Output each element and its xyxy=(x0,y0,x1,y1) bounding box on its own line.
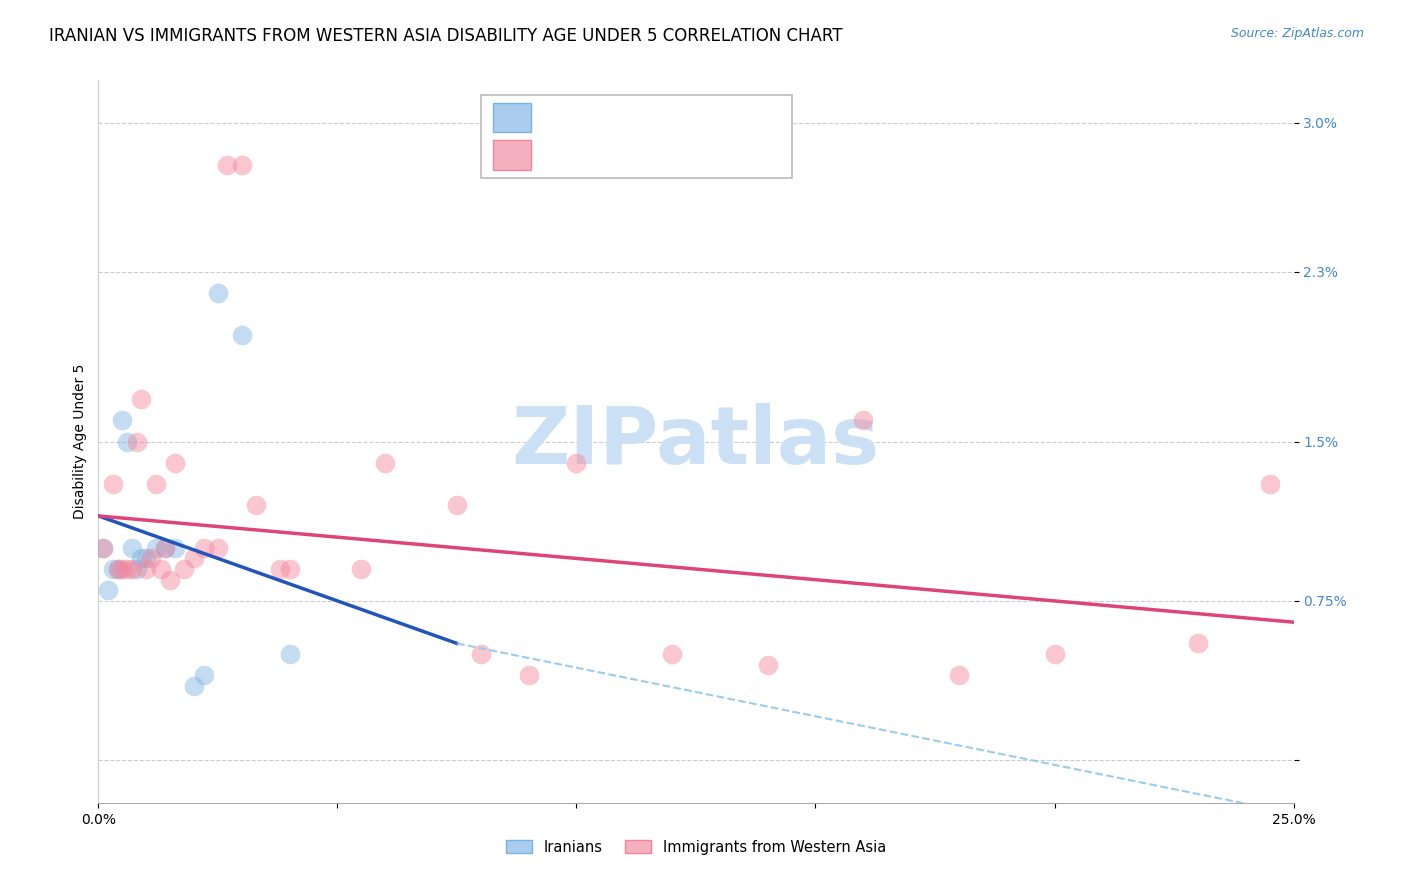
Point xyxy=(101,477,124,491)
Point xyxy=(107,562,129,576)
Point xyxy=(91,541,114,555)
Point xyxy=(183,679,205,693)
Point xyxy=(517,668,540,682)
Point xyxy=(231,158,253,172)
Point xyxy=(125,434,148,449)
Point xyxy=(97,583,120,598)
Point xyxy=(446,498,468,512)
Point xyxy=(470,647,492,661)
Point xyxy=(131,551,153,566)
Point xyxy=(131,392,153,406)
Point xyxy=(1043,647,1066,661)
Point xyxy=(374,456,396,470)
Text: IRANIAN VS IMMIGRANTS FROM WESTERN ASIA DISABILITY AGE UNDER 5 CORRELATION CHART: IRANIAN VS IMMIGRANTS FROM WESTERN ASIA … xyxy=(49,27,842,45)
Point xyxy=(948,668,970,682)
Point xyxy=(145,477,167,491)
Text: ZIPatlas: ZIPatlas xyxy=(512,402,880,481)
Legend: Iranians, Immigrants from Western Asia: Iranians, Immigrants from Western Asia xyxy=(501,834,891,861)
Point xyxy=(231,328,253,343)
Point xyxy=(1258,477,1281,491)
Point xyxy=(207,541,229,555)
Point xyxy=(101,562,124,576)
Point xyxy=(155,541,177,555)
Point xyxy=(139,551,162,566)
Point xyxy=(207,285,229,300)
Point xyxy=(155,541,177,555)
Point xyxy=(350,562,373,576)
Point xyxy=(91,541,114,555)
Point xyxy=(193,541,215,555)
Point xyxy=(852,413,875,427)
Y-axis label: Disability Age Under 5: Disability Age Under 5 xyxy=(73,364,87,519)
Point xyxy=(183,551,205,566)
Point xyxy=(121,562,143,576)
Point xyxy=(269,562,291,576)
Point xyxy=(565,456,588,470)
Point xyxy=(115,562,138,576)
Point xyxy=(111,562,134,576)
Point xyxy=(278,647,301,661)
Point xyxy=(145,541,167,555)
Point xyxy=(661,647,683,661)
Point xyxy=(756,657,779,672)
Point xyxy=(115,434,138,449)
Point xyxy=(135,551,157,566)
Point xyxy=(121,541,143,555)
Point xyxy=(173,562,195,576)
Point xyxy=(163,541,186,555)
Point xyxy=(193,668,215,682)
Point xyxy=(217,158,239,172)
Point xyxy=(125,562,148,576)
Point xyxy=(135,562,157,576)
Text: Source: ZipAtlas.com: Source: ZipAtlas.com xyxy=(1230,27,1364,40)
Point xyxy=(107,562,129,576)
Point xyxy=(1187,636,1209,650)
Point xyxy=(111,413,134,427)
Point xyxy=(163,456,186,470)
Point xyxy=(149,562,172,576)
Point xyxy=(278,562,301,576)
Point xyxy=(245,498,267,512)
Point xyxy=(159,573,181,587)
